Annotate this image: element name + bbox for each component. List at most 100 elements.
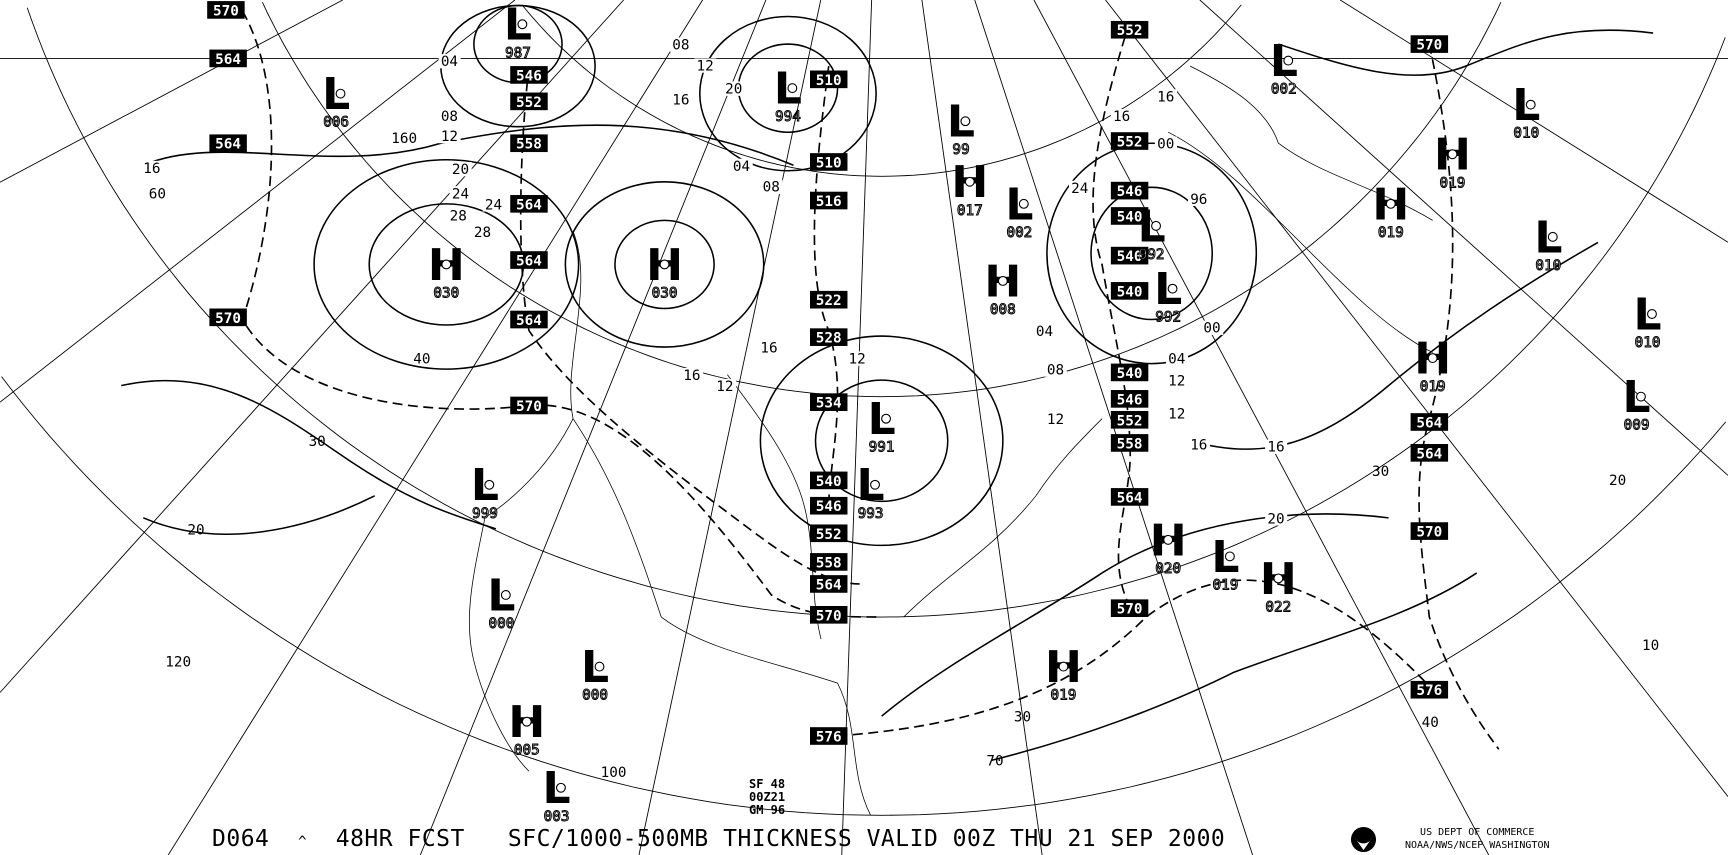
label-mask: [1044, 412, 1067, 427]
thickness-label: 552: [1110, 410, 1149, 429]
pressure-value: 006: [323, 115, 349, 131]
pressure-value: 000: [582, 688, 608, 704]
isobar-label: 16: [1113, 109, 1130, 125]
isobar-label: 20: [1267, 511, 1284, 527]
label-mask: [1165, 406, 1188, 421]
stamp-line: GM 96: [749, 803, 786, 817]
isobar-label: 16: [683, 368, 700, 384]
thickness-label: 540: [1110, 363, 1149, 382]
low-pressure-center: L99: [947, 97, 975, 159]
svg-text:552: 552: [816, 527, 842, 543]
center-marker-icon: [441, 259, 452, 270]
center-marker-icon: [787, 83, 798, 94]
svg-text:570: 570: [516, 399, 542, 415]
center-marker-icon: [484, 479, 495, 490]
thickness-label: 552: [510, 92, 548, 111]
center-marker-icon: [1273, 573, 1284, 584]
isobar-label: 96: [1190, 192, 1207, 208]
label-mask: [1201, 320, 1224, 335]
pressure-value: 991: [869, 440, 895, 456]
svg-text:558: 558: [1117, 436, 1143, 452]
thickness-label: 510: [810, 153, 848, 171]
label-mask: [1110, 109, 1133, 124]
latitude-circle: [521, 4, 1242, 177]
center-marker-icon: [500, 590, 511, 600]
pressure-value: 010: [1635, 335, 1661, 351]
thickness-label: 552: [810, 524, 848, 543]
noaa-logo-icon: [1350, 826, 1377, 853]
pressure-value: 000: [488, 616, 514, 632]
isobar-label: 12: [1047, 412, 1064, 428]
center-marker-icon: [1447, 149, 1458, 160]
label-mask: [730, 158, 753, 173]
high-pressure-center: H030: [646, 240, 683, 302]
isobar-label: 16: [143, 161, 160, 177]
svg-text:540: 540: [1117, 249, 1143, 265]
thickness-label: 546: [1110, 181, 1149, 200]
pressure-value: 020: [1155, 561, 1181, 577]
center-marker-icon: [1163, 534, 1174, 545]
svg-text:552: 552: [516, 95, 542, 111]
svg-text:546: 546: [1117, 184, 1143, 200]
label-mask: [1033, 323, 1056, 339]
contour-labels: 60 40 30 20 120 100 70 30 30 40 20 10 160 16 12 08 04 20 2…: [141, 37, 1659, 781]
graticule-label: 30: [1014, 710, 1031, 726]
thickness-label: 570: [810, 605, 848, 624]
thickness-label: 546: [810, 496, 848, 515]
pressure-value: 999: [472, 506, 498, 522]
svg-text:564: 564: [816, 577, 842, 593]
label-mask: [760, 179, 783, 194]
svg-text:546: 546: [816, 499, 842, 515]
thickness-label: 558: [1110, 434, 1149, 452]
svg-text:522: 522: [816, 293, 842, 309]
center-marker-icon: [594, 661, 605, 672]
label-mask: [1188, 191, 1211, 207]
svg-text:540: 540: [1117, 209, 1143, 225]
pressure-value: 019: [1440, 175, 1466, 191]
center-marker-icon: [521, 716, 532, 727]
svg-text:540: 540: [1117, 284, 1143, 300]
isobar-label: 00: [1203, 321, 1220, 337]
thickness-label: 564: [510, 195, 548, 213]
label-mask: [1188, 437, 1211, 452]
pressure-value: 030: [433, 285, 459, 301]
isobar-label: 08: [763, 180, 780, 196]
pressure-value: 993: [858, 506, 884, 522]
center-marker-icon: [1635, 391, 1646, 402]
meridian-line: [638, 0, 822, 855]
high-pressure-center: H005: [508, 697, 545, 759]
label-mask: [449, 186, 472, 201]
pressure-value: 003: [544, 809, 570, 825]
svg-text:570: 570: [816, 608, 842, 624]
thickness-label: 540: [1110, 282, 1149, 300]
thickness-labels: 570 564 564 570 546 552 558 564 564 564 570 510 510 5…: [207, 1, 1449, 746]
pressure-value: 019: [1378, 225, 1404, 241]
pressure-value: 987: [505, 45, 531, 61]
label-mask: [482, 197, 505, 212]
pressure-value: 009: [1624, 418, 1650, 434]
center-marker-icon: [881, 413, 891, 424]
thickness-label: 564: [1410, 444, 1449, 462]
svg-text:564: 564: [1416, 446, 1442, 462]
svg-text:540: 540: [1117, 366, 1143, 382]
graticule-label: 120: [165, 655, 191, 671]
center-marker-icon: [1224, 551, 1235, 562]
meridian-line: [1033, 0, 1490, 855]
svg-text:564: 564: [215, 137, 241, 153]
thickness-label: 570: [207, 1, 245, 19]
pressure-value: 992: [1139, 247, 1165, 263]
svg-text:540: 540: [816, 474, 842, 490]
isobar-label: 04: [1168, 352, 1185, 368]
label-mask: [141, 160, 164, 176]
pressure-value: 019: [1051, 688, 1077, 704]
label-mask: [1068, 180, 1092, 196]
center-marker-icon: [1283, 55, 1294, 66]
